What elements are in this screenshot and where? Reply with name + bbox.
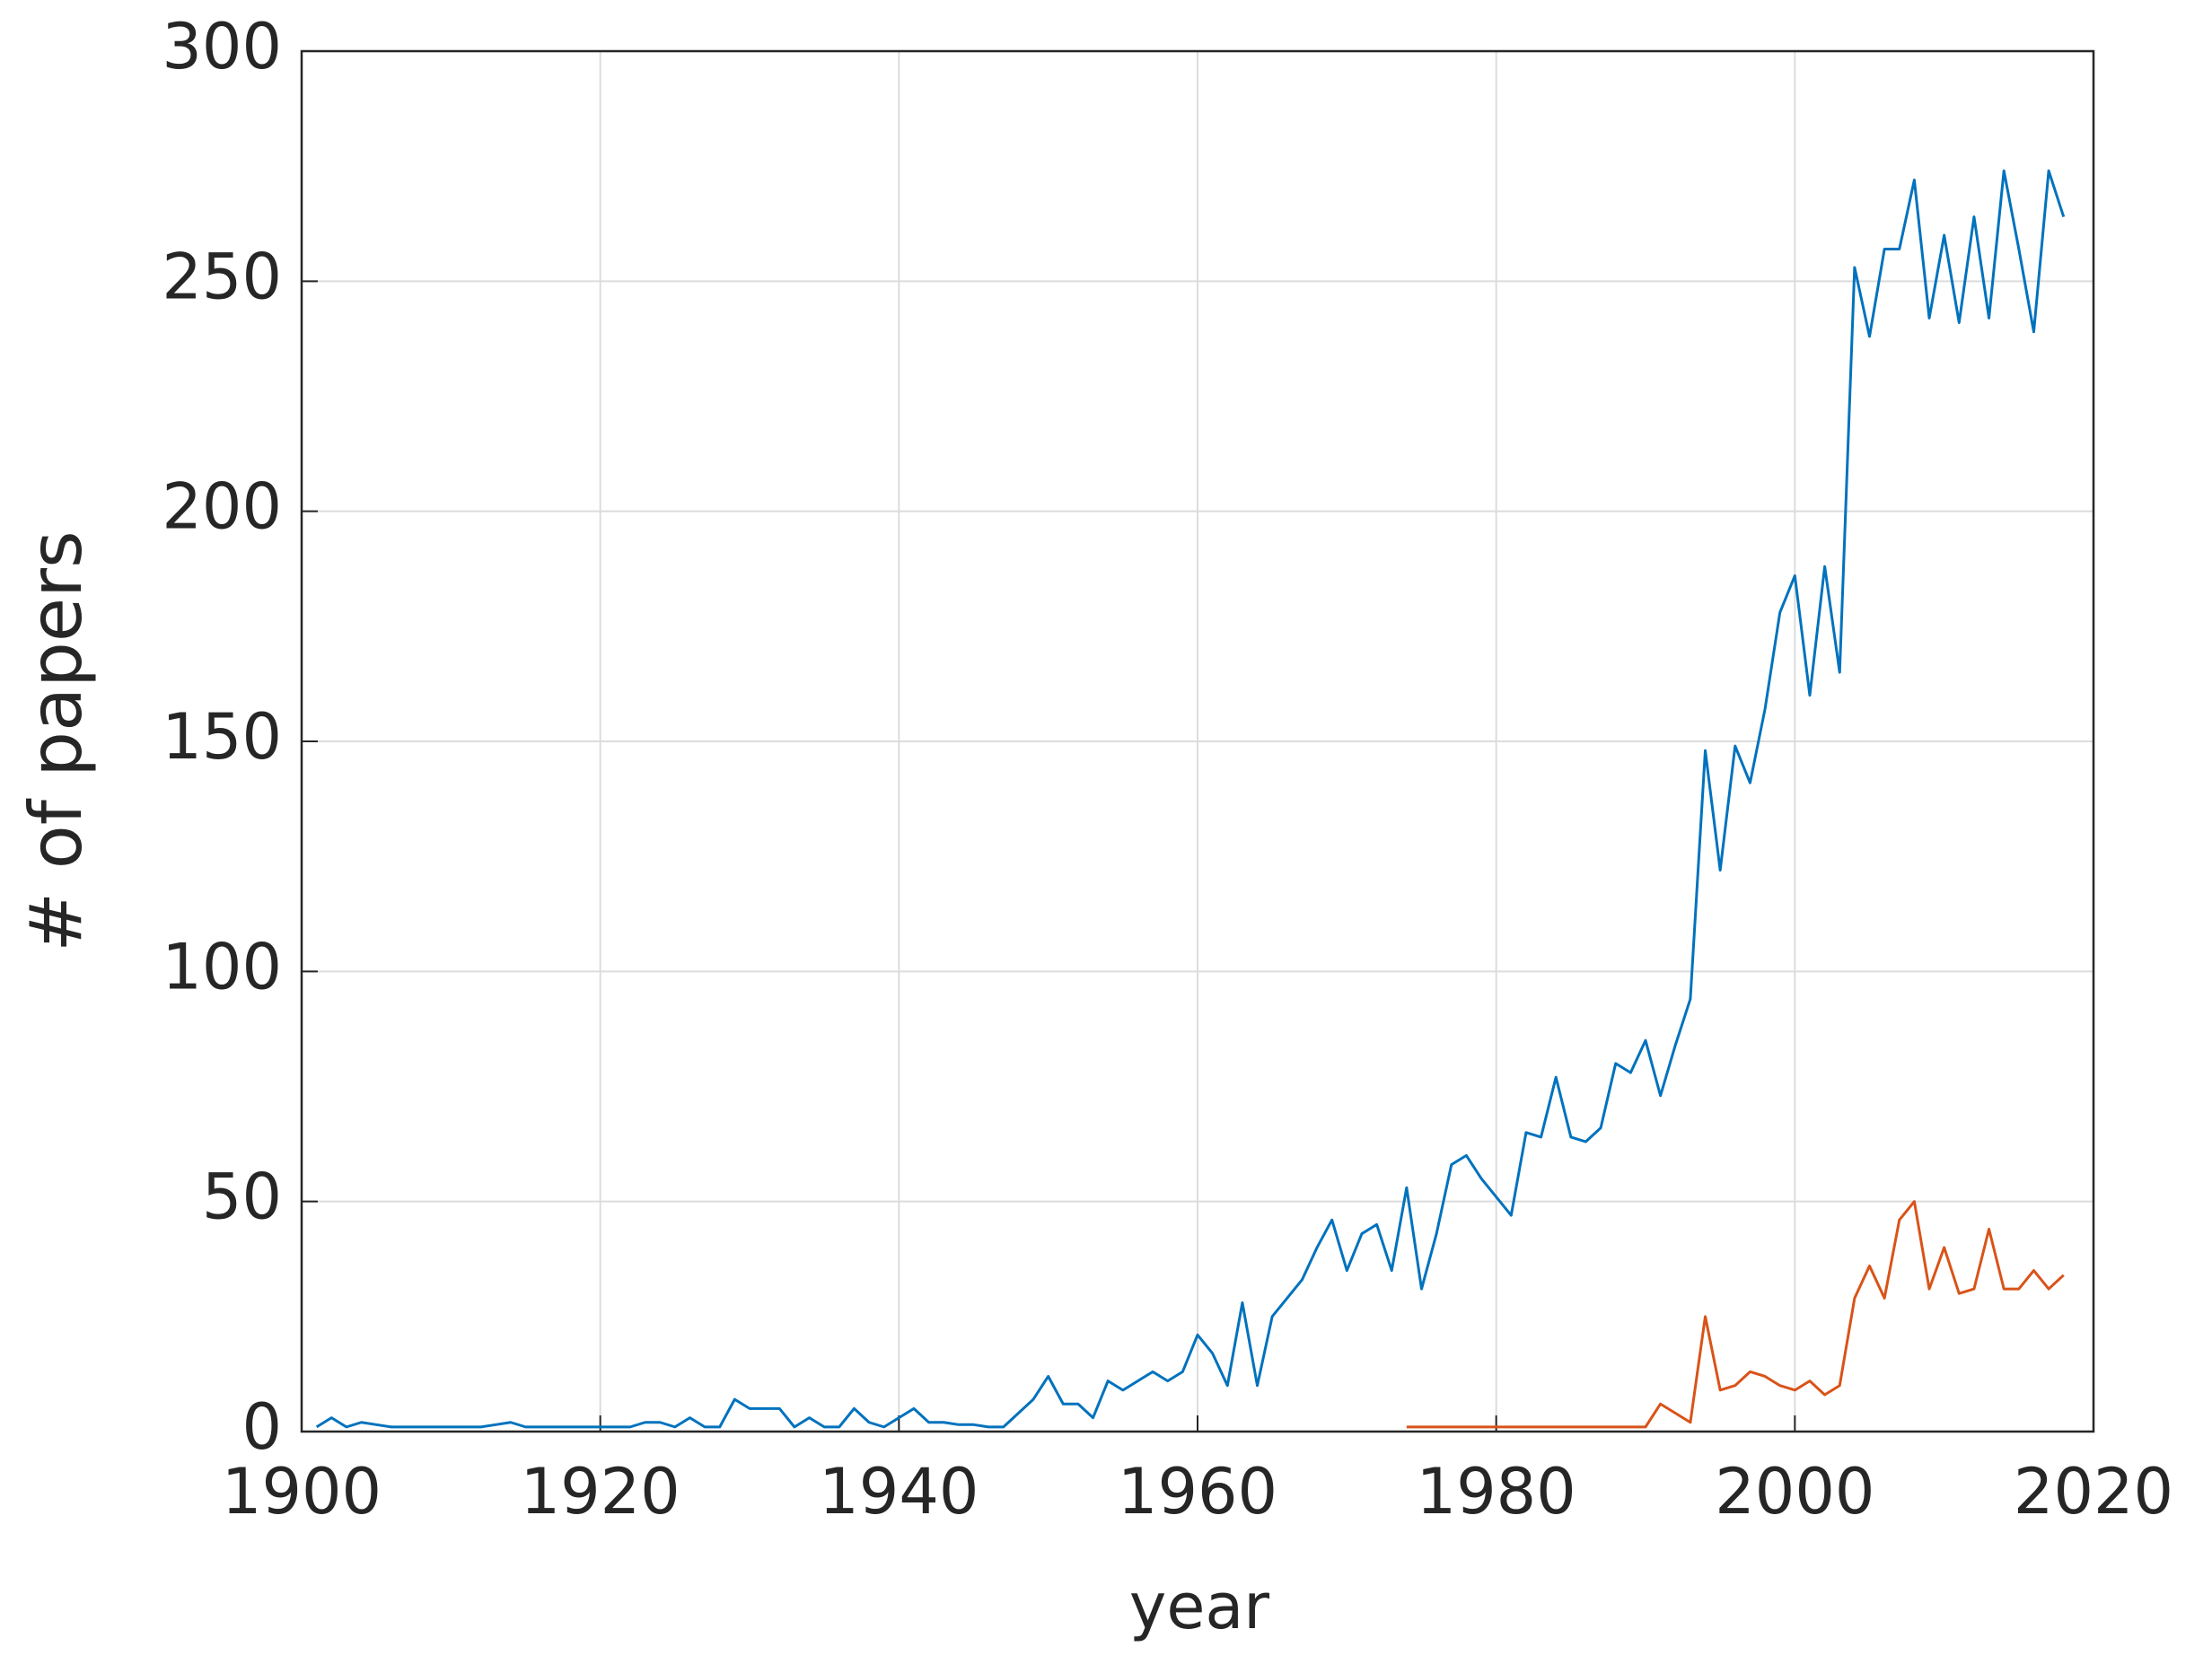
y-tick-label: 200 (162, 470, 282, 544)
x-tick-label: 1920 (521, 1455, 680, 1528)
x-tick-label: 1980 (1417, 1455, 1576, 1528)
x-axis-label: year (1129, 1570, 1269, 1643)
y-axis-label: # of papers (14, 530, 98, 951)
axes-box (300, 49, 2095, 1433)
y-tick-label: 50 (202, 1161, 282, 1234)
y-tick-label: 150 (162, 700, 282, 774)
x-tick-label: 1940 (819, 1455, 979, 1528)
x-tick-label: 1960 (1118, 1455, 1277, 1528)
y-tick-label: 300 (162, 10, 282, 83)
data-line (1406, 1200, 2065, 1429)
y-tick-label: 100 (162, 930, 282, 1003)
x-tick-label: 2020 (2014, 1455, 2173, 1528)
y-tick-label: 0 (241, 1390, 282, 1464)
y-tick-label: 250 (162, 240, 282, 313)
x-tick-label: 2000 (1715, 1455, 1874, 1528)
x-tick-label: 1900 (222, 1455, 382, 1528)
data-line (315, 169, 2066, 1429)
